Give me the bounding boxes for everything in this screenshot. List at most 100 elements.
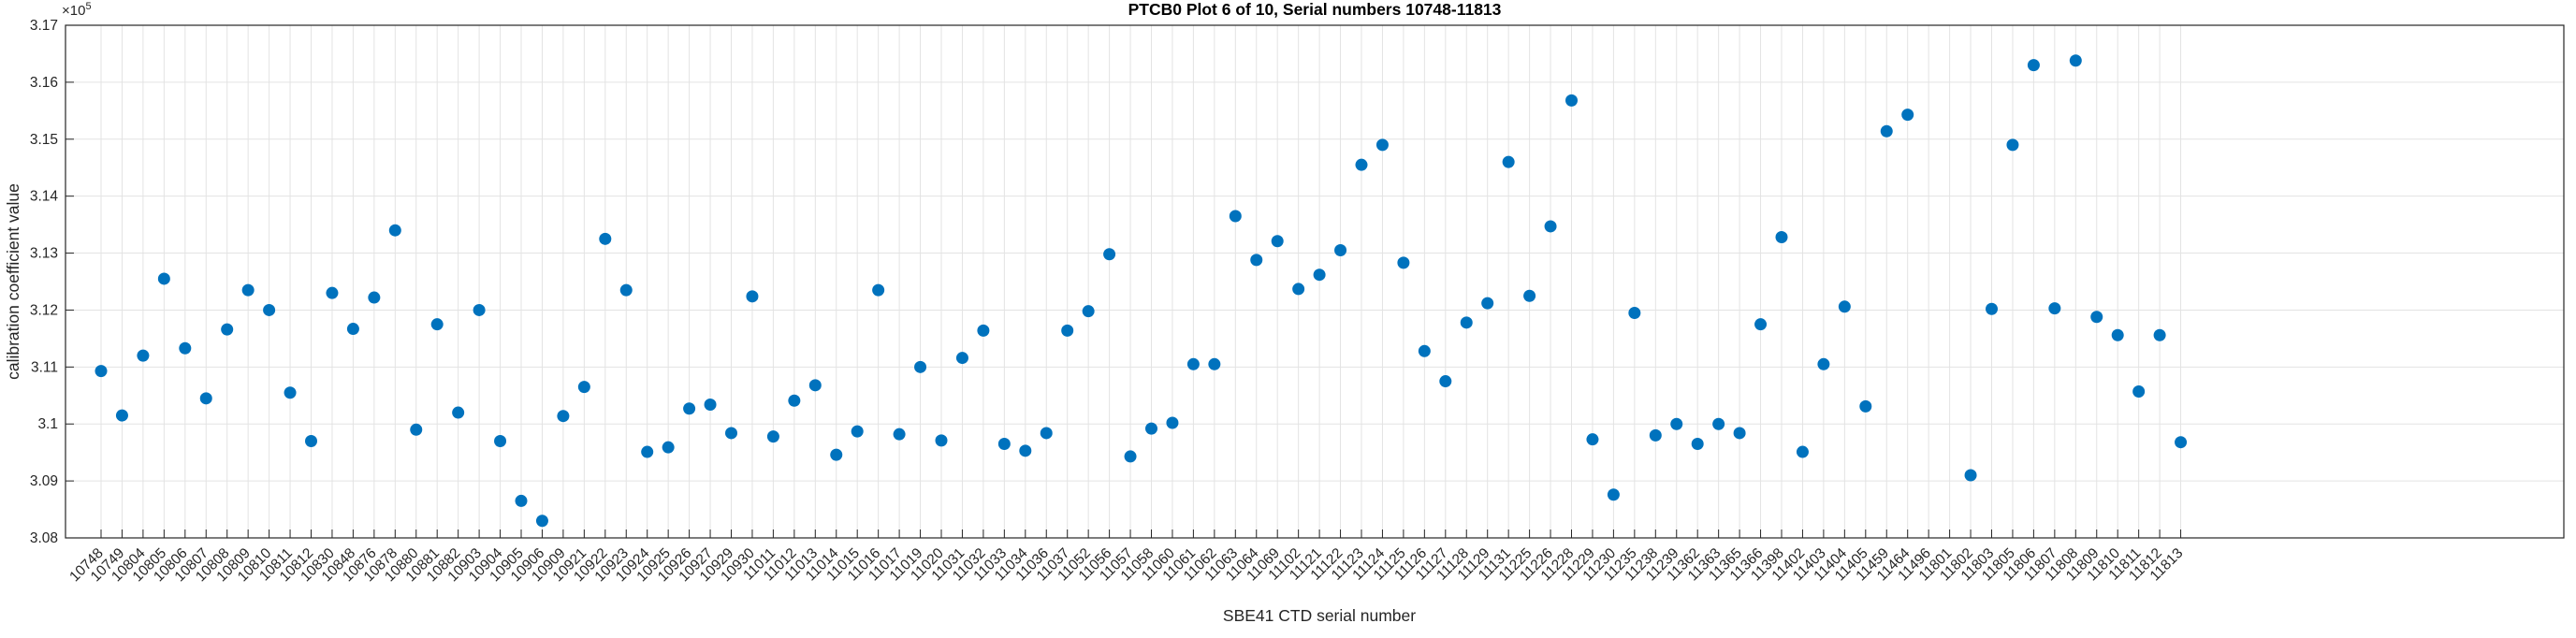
data-point — [1817, 357, 1830, 370]
data-point — [2175, 436, 2188, 449]
data-point — [955, 352, 968, 365]
data-point — [830, 448, 843, 461]
data-point — [1397, 256, 1410, 269]
data-point — [1292, 283, 1305, 296]
data-point — [1355, 158, 1368, 171]
data-point — [725, 427, 737, 440]
data-point — [494, 434, 507, 447]
data-point — [1145, 422, 1157, 435]
data-point — [1229, 210, 1242, 223]
data-point — [1103, 248, 1116, 261]
data-point — [766, 430, 779, 443]
data-point — [1523, 289, 1536, 302]
data-point — [2069, 54, 2082, 67]
data-point — [515, 494, 528, 507]
chart-title: PTCB0 Plot 6 of 10, Serial numbers 10748… — [1128, 0, 1502, 19]
data-point — [1649, 428, 1662, 442]
data-point — [1040, 427, 1053, 440]
y-tick-label: 3.13 — [30, 246, 58, 262]
data-point — [1796, 445, 1809, 458]
data-point — [914, 360, 927, 373]
data-point — [1271, 235, 1284, 248]
data-point — [115, 409, 128, 422]
y-tick-label: 3.12 — [30, 302, 58, 318]
data-point — [1061, 324, 1074, 337]
data-point — [1628, 306, 1641, 319]
data-point — [241, 283, 255, 297]
data-point — [1964, 469, 1977, 482]
data-point — [95, 365, 108, 378]
data-point — [1775, 231, 1788, 244]
axes-box — [65, 24, 2565, 539]
data-point — [2111, 328, 2124, 341]
y-tick-label: 3.11 — [31, 359, 58, 375]
data-point — [1166, 416, 1179, 429]
data-point — [1375, 138, 1389, 152]
data-point — [1124, 450, 1137, 463]
data-point — [977, 324, 990, 337]
data-point — [452, 406, 465, 419]
data-point — [788, 394, 801, 407]
data-point — [1733, 427, 1746, 440]
data-point — [683, 402, 696, 415]
data-point — [872, 283, 885, 297]
data-point — [1670, 417, 1683, 430]
data-point — [577, 381, 590, 394]
data-point — [1019, 444, 1032, 457]
data-point — [1418, 344, 1431, 357]
y-tick-label: 3.1 — [37, 416, 58, 432]
data-point — [935, 434, 948, 447]
data-point — [305, 434, 317, 447]
data-point — [199, 392, 212, 405]
data-point — [157, 272, 170, 285]
data-point — [662, 441, 675, 454]
data-point — [388, 224, 401, 237]
data-point — [1712, 417, 1725, 430]
data-point — [2048, 302, 2061, 315]
data-point — [263, 303, 276, 316]
y-tick-label: 3.15 — [30, 132, 58, 148]
data-point — [1481, 297, 1494, 310]
data-point — [1838, 300, 1851, 313]
data-point — [1607, 488, 1620, 501]
data-point — [137, 349, 150, 362]
data-point — [284, 386, 297, 399]
data-point — [1901, 109, 1914, 122]
data-point — [746, 290, 759, 303]
data-point — [641, 445, 654, 458]
data-point — [851, 425, 864, 438]
data-point — [326, 286, 339, 299]
y-tick-label: 3.09 — [30, 473, 58, 489]
data-point — [2027, 59, 2040, 72]
data-point — [557, 410, 570, 423]
data-point — [2153, 328, 2166, 341]
data-point — [997, 438, 1011, 451]
data-point — [1586, 433, 1599, 446]
data-point — [1986, 302, 1998, 315]
y-axis-multiplier: ×105 — [62, 1, 92, 19]
data-point — [1313, 268, 1326, 282]
y-tick-label: 3.08 — [30, 530, 58, 546]
data-point — [1460, 316, 1473, 329]
y-tick-label: 3.14 — [30, 189, 59, 205]
x-axis-label: SBE41 CTD serial number — [1223, 606, 1416, 625]
data-point — [410, 423, 423, 436]
y-axis-label: calibration coefficient value — [4, 183, 22, 380]
data-point — [1334, 244, 1347, 257]
data-point — [1082, 305, 1095, 318]
data-point — [1565, 94, 1578, 107]
data-point — [1859, 399, 1872, 413]
data-point — [1439, 375, 1452, 388]
data-point — [2006, 138, 2019, 152]
data-point — [1186, 357, 1200, 370]
data-point — [599, 232, 612, 245]
data-point — [1754, 318, 1768, 331]
data-point — [221, 323, 234, 336]
data-point — [893, 428, 906, 441]
data-point — [1880, 124, 1893, 138]
data-point — [1691, 438, 1704, 451]
data-point — [1208, 357, 1221, 370]
data-point — [473, 303, 486, 316]
